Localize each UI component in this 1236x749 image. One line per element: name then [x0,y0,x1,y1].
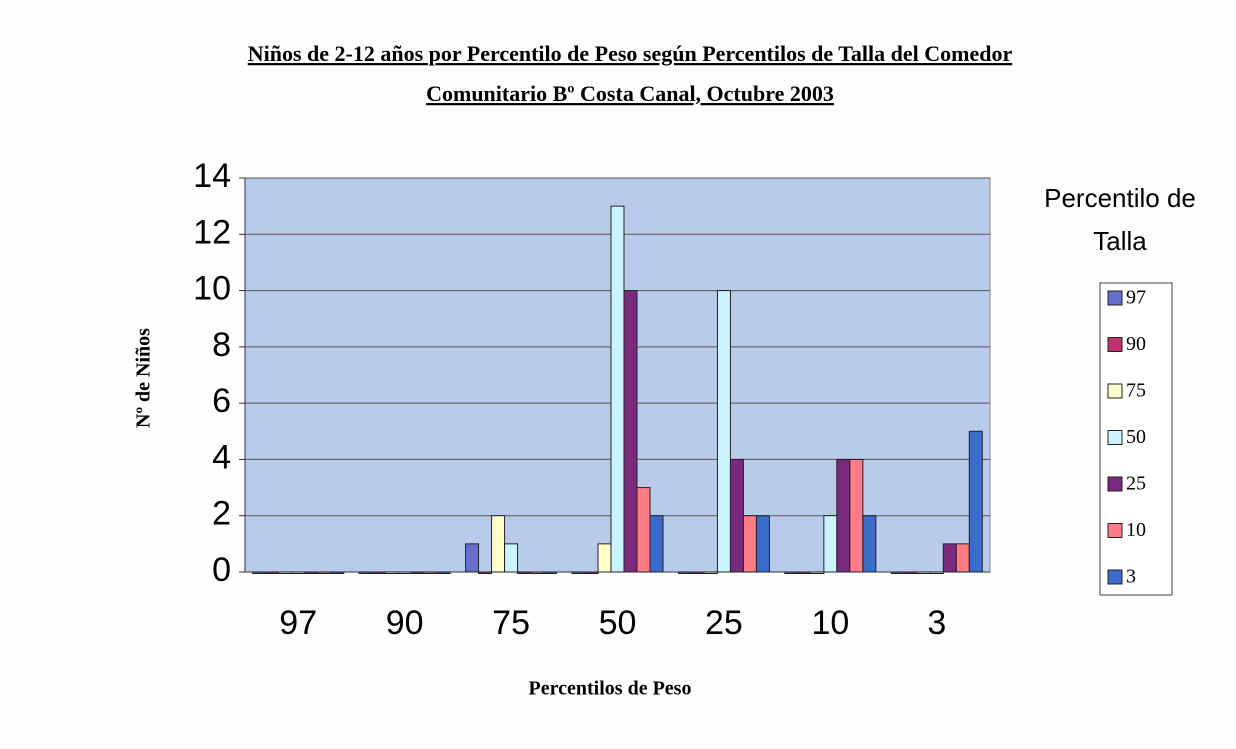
bar [410,571,425,574]
bar [797,571,812,574]
legend-label: 10 [1126,519,1146,541]
bar [623,290,638,573]
bar [543,571,558,574]
bar [916,571,931,574]
bar [862,515,877,573]
bar [823,515,838,573]
bar [478,571,493,574]
y-tick-label: 8 [212,326,231,364]
bar [742,515,757,573]
bar [836,458,851,573]
legend-label: 75 [1126,380,1146,402]
bar [597,543,612,573]
y-tick-label: 12 [193,213,231,251]
y-tick-label: 2 [212,495,231,533]
bar [317,571,332,574]
bar [703,571,718,574]
bar [571,571,586,574]
legend-swatch [1107,430,1123,445]
bar [465,543,480,573]
bar [968,430,983,573]
x-tick-label: 90 [386,604,424,642]
bar [649,515,664,573]
bar [784,571,799,574]
bar [584,571,599,574]
x-tick-label: 10 [811,604,849,642]
x-tick-label: 75 [492,604,530,642]
bar [291,571,306,574]
y-tick-label: 14 [193,157,231,195]
bar [330,571,345,574]
legend-swatch [1107,476,1123,492]
chart-title: Comunitario Bº Costa Canal, Octubre 2003 [426,81,834,106]
bar [690,571,705,574]
legend-swatch [1107,523,1123,538]
bar [929,571,944,574]
bar [278,571,293,574]
bar [890,571,905,574]
legend-swatch [1107,383,1123,399]
bar [436,571,451,574]
x-tick-label: 50 [599,604,637,642]
bar [517,571,532,574]
x-tick-label: 25 [705,604,743,642]
bar [729,458,744,573]
legend-swatch [1107,337,1123,352]
bar [491,515,506,573]
x-tick-label: 3 [927,604,946,642]
x-axis-label: Percentilos de Peso [529,678,692,700]
bar [942,543,957,573]
bar [849,458,864,573]
bar [530,571,545,574]
legend-title: Talla [1093,226,1147,256]
bar [755,515,770,573]
bar [716,290,731,573]
bar [504,543,519,573]
bar [358,571,373,574]
legend-label: 25 [1126,473,1146,495]
bar [423,571,438,574]
bar [955,543,970,573]
bar [304,571,319,574]
bar [371,571,386,574]
legend-title: Percentilo de [1044,183,1196,213]
y-tick-label: 4 [212,438,231,476]
y-tick-label: 10 [193,270,231,308]
bar [810,571,825,574]
bar [636,487,651,573]
legend-label: 3 [1126,566,1136,588]
legend-label: 90 [1126,333,1146,355]
y-tick-label: 0 [212,551,231,589]
y-axis-label: Nº de Niños [133,328,155,428]
bar [903,571,918,574]
y-tick-label: 6 [212,382,231,420]
chart-title: Niños de 2-12 años por Percentilo de Pes… [248,41,1013,66]
x-tick-label: 97 [279,604,317,642]
legend-label: 97 [1126,287,1146,309]
legend-swatch [1107,290,1123,306]
legend-label: 50 [1126,426,1146,448]
legend-swatch [1107,569,1123,585]
bar [610,205,625,573]
bar [265,571,280,574]
bar [677,571,692,574]
bar [252,571,267,574]
bar [397,571,412,574]
bar [384,571,399,574]
